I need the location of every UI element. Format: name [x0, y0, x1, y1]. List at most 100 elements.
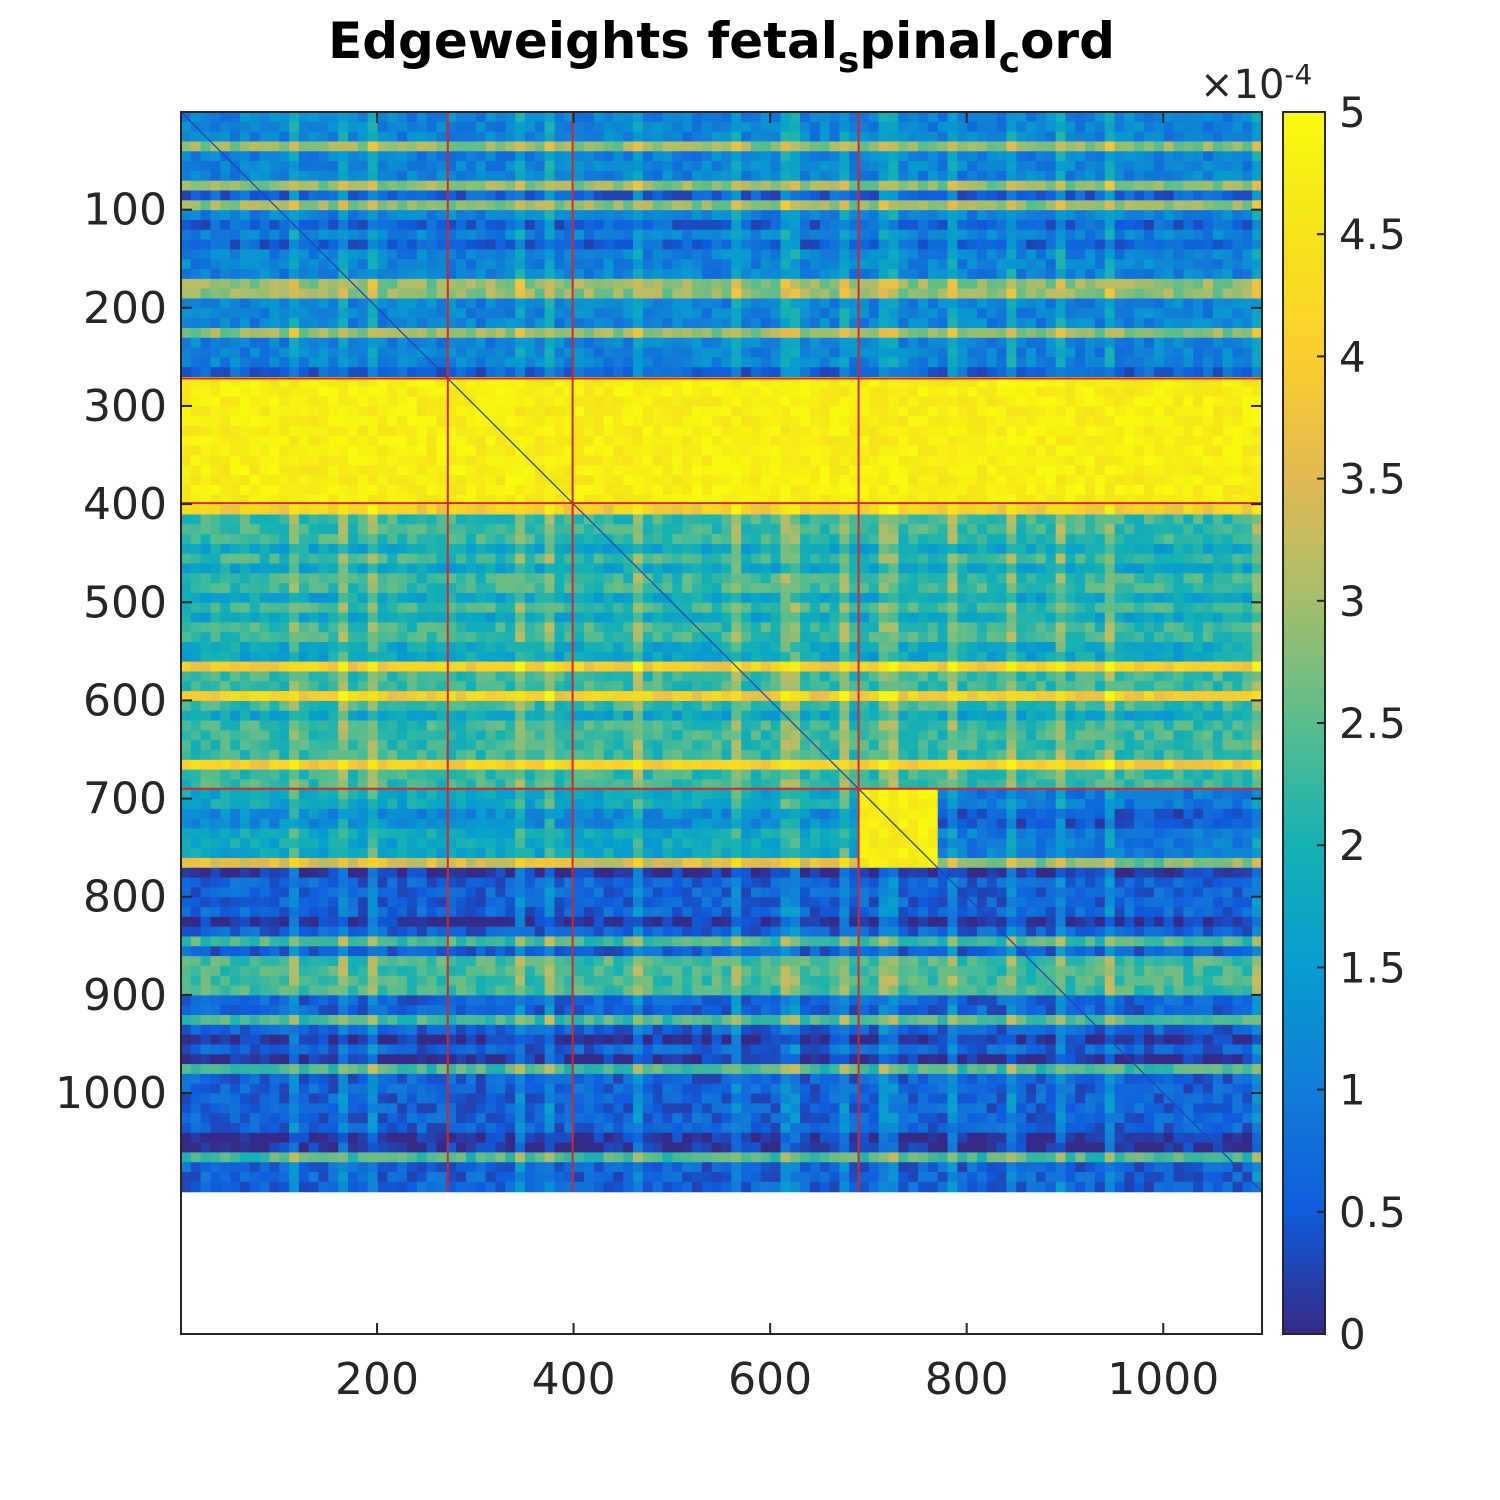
heatmap-cell	[829, 377, 841, 388]
heatmap-cell	[692, 484, 703, 496]
heatmap-cell	[750, 318, 762, 329]
heatmap-cell	[760, 239, 772, 251]
heatmap-cell	[613, 475, 624, 486]
heatmap-cell	[878, 269, 890, 280]
heatmap-cell	[623, 367, 634, 378]
heatmap-cell	[1212, 308, 1224, 319]
heatmap-cell	[741, 298, 752, 309]
heatmap-cell	[1075, 288, 1086, 300]
heatmap-cell	[1035, 210, 1047, 221]
heatmap-cell	[298, 219, 310, 231]
heatmap-cell	[505, 210, 516, 221]
heatmap-cell	[741, 386, 752, 398]
heatmap-cell	[613, 534, 624, 545]
heatmap-cell	[1075, 386, 1086, 398]
heatmap-cell	[937, 386, 949, 398]
heatmap-cell	[308, 534, 320, 545]
heatmap-cell	[996, 396, 1008, 408]
heatmap-cell	[800, 190, 811, 201]
heatmap-cell	[574, 327, 585, 339]
heatmap-cell	[564, 386, 575, 398]
heatmap-cell	[1006, 543, 1017, 555]
heatmap-cell	[1212, 141, 1224, 152]
heatmap-cell	[790, 377, 801, 388]
heatmap-cell	[642, 426, 654, 437]
heatmap-cell	[181, 426, 192, 437]
heatmap-cell	[682, 465, 693, 476]
heatmap-cell	[633, 298, 644, 309]
heatmap-cell	[446, 239, 457, 251]
heatmap-cell	[544, 396, 556, 408]
heatmap-cell	[770, 180, 782, 192]
heatmap-cell	[1222, 219, 1234, 231]
heatmap-cell	[1104, 190, 1116, 201]
heatmap-cell	[1173, 386, 1184, 398]
heatmap-cell	[662, 161, 673, 172]
heatmap-cell	[652, 534, 664, 545]
heatmap-cell	[1085, 357, 1096, 368]
heatmap-cell	[524, 151, 536, 162]
heatmap-cell	[672, 504, 683, 516]
heatmap-cell	[888, 259, 899, 270]
heatmap-cell	[1026, 121, 1037, 133]
heatmap-cell	[1163, 308, 1175, 319]
heatmap-cell	[967, 121, 978, 133]
heatmap-cell	[1134, 406, 1145, 417]
heatmap-cell	[298, 416, 310, 427]
heatmap-cell	[977, 170, 988, 182]
heatmap-cell	[181, 465, 192, 476]
heatmap-cell	[387, 504, 398, 516]
heatmap-cell	[210, 121, 221, 133]
heatmap-cell	[721, 229, 732, 241]
heatmap-cell	[888, 200, 899, 211]
heatmap-cell	[898, 386, 909, 398]
heatmap-cell	[1222, 534, 1234, 545]
heatmap-cell	[1232, 377, 1243, 388]
heatmap-cell	[731, 170, 742, 182]
heatmap-cell	[544, 426, 556, 437]
heatmap-cell	[515, 318, 526, 329]
heatmap-cell	[819, 190, 831, 201]
heatmap-cell	[986, 308, 998, 319]
heatmap-cell	[1094, 131, 1106, 143]
heatmap-cell	[377, 406, 388, 417]
heatmap-cell	[613, 151, 624, 162]
heatmap-cell	[377, 475, 388, 486]
heatmap-cell	[515, 278, 526, 290]
heatmap-cell	[957, 534, 968, 545]
heatmap-cell	[1173, 298, 1184, 309]
heatmap-cell	[741, 239, 752, 251]
heatmap-cell	[1124, 377, 1135, 388]
heatmap-cell	[741, 219, 752, 231]
heatmap-cell	[515, 219, 526, 231]
heatmap-cell	[721, 465, 732, 476]
heatmap-cell	[1124, 161, 1135, 172]
heatmap-cell	[544, 151, 556, 162]
heatmap-cell	[967, 298, 978, 309]
heatmap-cell	[387, 121, 398, 133]
heatmap-cell	[996, 121, 1008, 133]
heatmap-cell	[662, 347, 673, 358]
heatmap-cell	[1114, 445, 1126, 457]
heatmap-cell	[1045, 543, 1057, 555]
heatmap-cell	[181, 121, 192, 133]
heatmap-cell	[279, 484, 290, 496]
heatmap-cell	[367, 151, 379, 162]
heatmap-cell	[534, 543, 546, 555]
heatmap-cell	[1124, 239, 1135, 251]
heatmap-cell	[259, 298, 271, 309]
heatmap-cell	[996, 151, 1008, 162]
heatmap-cell	[1124, 347, 1135, 358]
heatmap-cell	[986, 445, 998, 457]
heatmap-cell	[289, 200, 300, 211]
heatmap-cell	[652, 249, 664, 260]
heatmap-cell	[898, 121, 909, 133]
heatmap-cell	[800, 308, 811, 319]
heatmap-cell	[996, 190, 1008, 201]
heatmap-cell	[1035, 396, 1047, 408]
heatmap-cell	[1252, 475, 1263, 486]
heatmap-cell	[1163, 269, 1175, 280]
heatmap-cell	[672, 269, 683, 280]
heatmap-cell	[1183, 131, 1194, 143]
heatmap-cell	[544, 288, 556, 300]
